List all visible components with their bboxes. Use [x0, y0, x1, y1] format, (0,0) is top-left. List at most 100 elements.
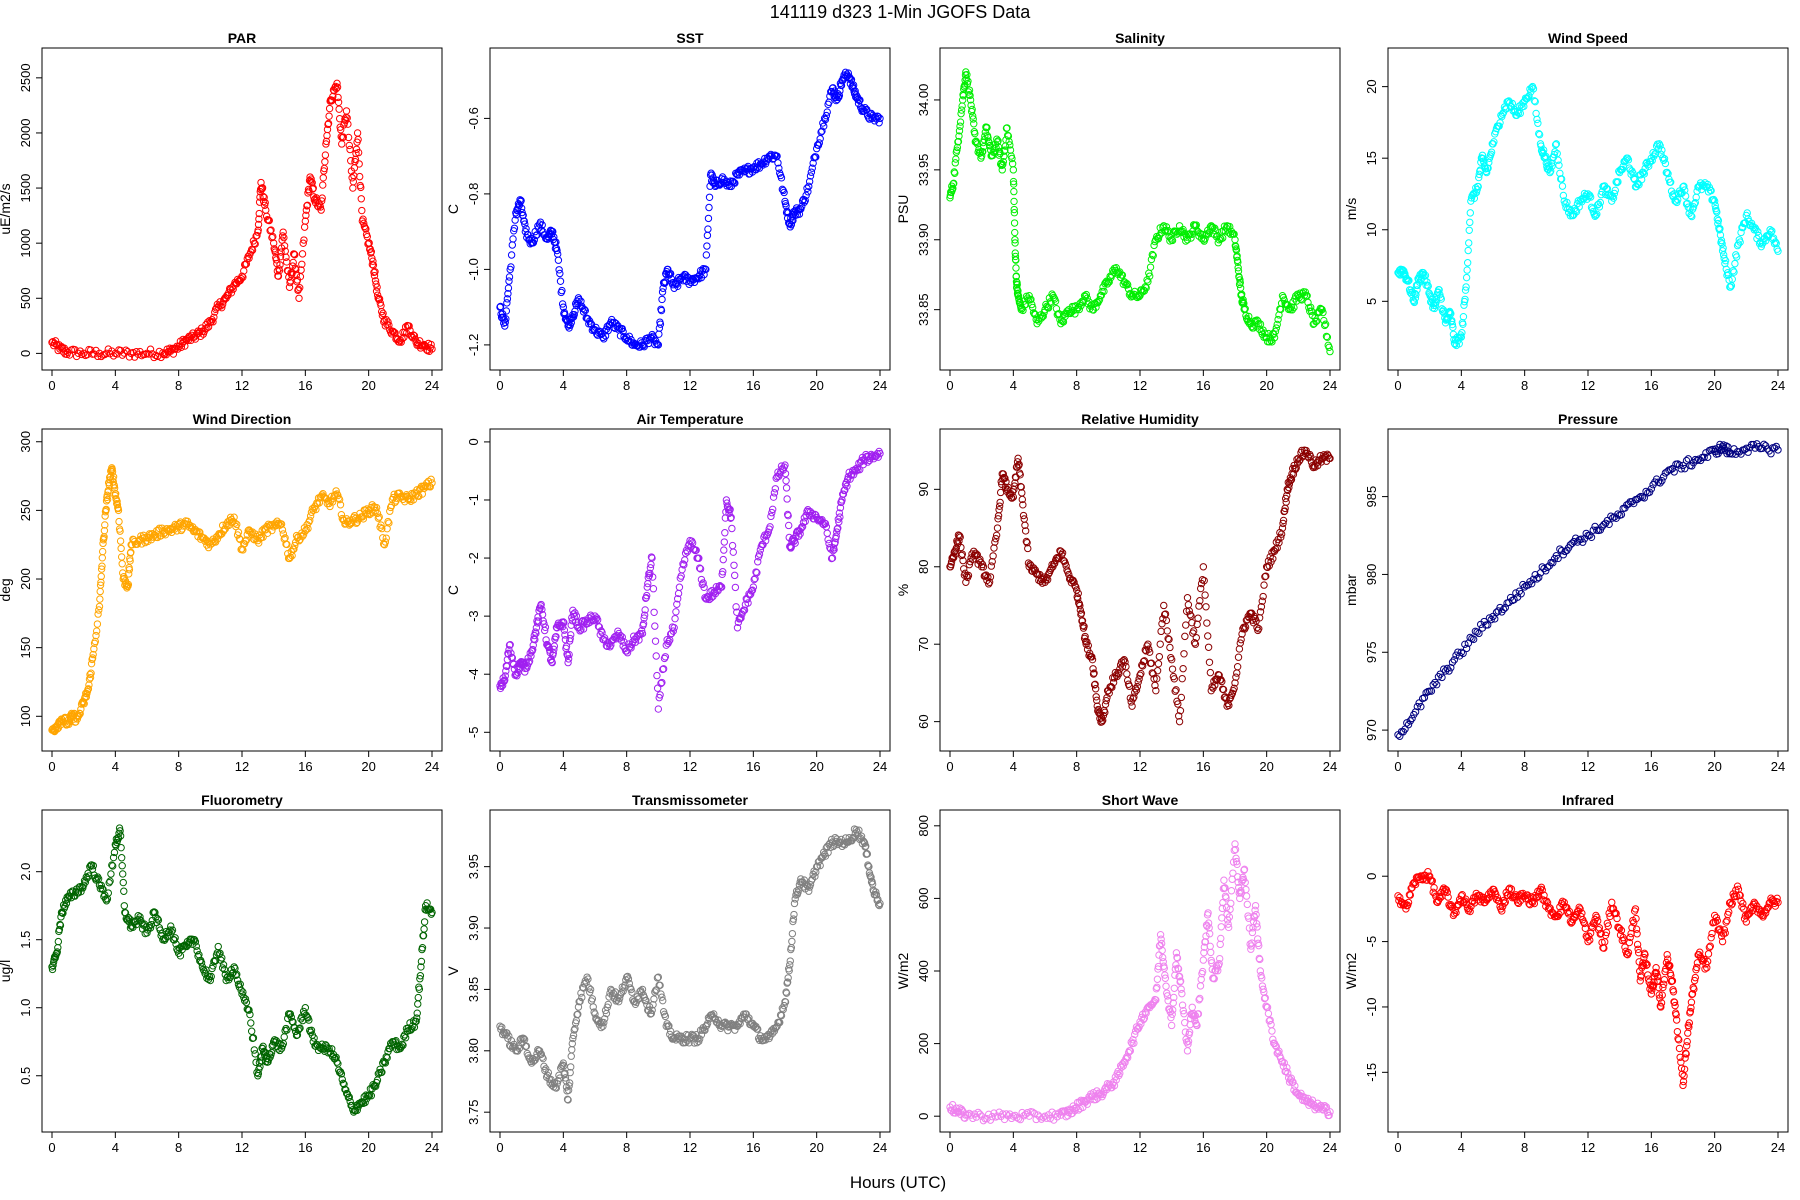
data-point — [1255, 625, 1263, 633]
data-point-interp — [1109, 678, 1118, 687]
x-tick-label: 12 — [1581, 378, 1595, 393]
data-point-interp — [572, 612, 581, 620]
data-point-interp — [1591, 212, 1599, 221]
data-point-interp — [561, 310, 569, 319]
data-point-interp — [1022, 537, 1031, 546]
data-point — [977, 152, 986, 160]
data-point — [1199, 563, 1208, 571]
data-point-interp — [949, 184, 957, 193]
data-point — [505, 273, 514, 281]
y-axis-label: deg — [0, 578, 13, 601]
data-point-interp — [118, 862, 126, 870]
data-point-interp — [233, 520, 241, 529]
data-point — [876, 114, 884, 123]
data-point-interp — [659, 665, 668, 673]
data-point-interp — [384, 517, 392, 526]
data-point-interp — [328, 96, 336, 105]
data-point-interp — [965, 91, 973, 99]
data-point-interp — [1579, 538, 1587, 546]
data-point-interp — [554, 256, 563, 264]
data-point-interp — [530, 631, 539, 640]
plot-frame — [41, 809, 443, 1133]
y-tick-label: 70 — [916, 637, 931, 651]
data-point-interp — [1050, 559, 1059, 568]
data-point-interp — [90, 645, 98, 653]
data-point-interp — [1551, 148, 1559, 156]
data-point-interp — [1256, 320, 1265, 328]
data-point-interp — [560, 626, 569, 634]
data-point-interp — [118, 351, 127, 359]
y-tick-label: 80 — [916, 560, 931, 574]
data-point-interp — [1151, 681, 1159, 690]
data-point-interp — [752, 568, 760, 576]
data-point-interp — [754, 558, 762, 566]
data-point-interp — [1001, 146, 1009, 154]
data-point-interp — [703, 231, 712, 240]
data-point-interp — [1039, 312, 1047, 321]
data-point-interp — [1614, 178, 1622, 186]
data-point-interp — [1114, 669, 1122, 677]
data-point-interp — [511, 216, 519, 224]
y-tick-label: -1.2 — [466, 334, 481, 356]
x-tick-label: 24 — [873, 378, 887, 393]
data-point — [1183, 594, 1192, 602]
data-point-interp — [1021, 527, 1030, 535]
data-point-interp — [856, 465, 864, 474]
data-point — [1278, 524, 1287, 532]
data-point-interp — [988, 557, 996, 566]
data-point-interp — [748, 586, 757, 594]
data-point-interp — [1517, 590, 1525, 598]
y-axis-label: PSU — [895, 195, 911, 224]
data-point-interp — [1162, 616, 1171, 625]
data-point-interp — [266, 227, 274, 235]
y-tick-label: -1.0 — [466, 258, 481, 280]
data-point-interp — [286, 553, 295, 561]
y-tick-label: -0.8 — [466, 183, 481, 205]
data-point-interp — [93, 620, 102, 628]
data-point — [1234, 264, 1242, 272]
data-point-interp — [1319, 308, 1327, 317]
data-point-interp — [1454, 648, 1462, 656]
data-point-interp — [1582, 529, 1590, 538]
data-point-interp — [695, 554, 703, 562]
x-tick-label: 4 — [560, 1140, 567, 1155]
data-point-interp — [409, 331, 418, 339]
x-tick-label: 4 — [112, 378, 119, 393]
data-point-interp — [1190, 639, 1199, 647]
data-point-interp — [1539, 146, 1548, 154]
data-point — [828, 554, 837, 562]
data-point-interp — [1166, 237, 1174, 245]
data-point-interp — [385, 519, 393, 527]
data-point-interp — [731, 583, 740, 592]
data-point-interp — [379, 540, 388, 548]
data-point-interp — [1265, 562, 1274, 570]
x-tick-label: 8 — [175, 759, 182, 774]
data-point-interp — [774, 159, 782, 167]
data-point-interp — [384, 318, 392, 326]
data-point-interp — [1192, 633, 1200, 642]
data-point-interp — [1091, 680, 1099, 689]
x-tick-label: 16 — [298, 378, 312, 393]
data-point-interp — [750, 575, 758, 584]
data-point-interp — [1115, 670, 1123, 678]
y-tick-label: 600 — [916, 888, 931, 910]
data-point-interp — [391, 498, 399, 507]
data-point-interp — [393, 334, 401, 342]
data-point-interp — [1533, 115, 1541, 124]
data-point-interp — [283, 540, 291, 549]
panel-title: Transmissometer — [632, 792, 748, 808]
data-point — [733, 624, 742, 632]
data-point — [342, 107, 351, 115]
data-point-interp — [1528, 579, 1536, 588]
data-point-interp — [1089, 665, 1097, 673]
data-point-interp — [294, 285, 303, 293]
y-tick-label: 0 — [18, 350, 33, 357]
x-tick-label: 12 — [683, 378, 697, 393]
data-point-interp — [126, 557, 134, 565]
data-point-interp — [119, 870, 127, 878]
data-point-interp — [818, 127, 826, 135]
data-point-interp — [1016, 471, 1024, 479]
data-point-interp — [1074, 595, 1082, 603]
data-point-interp — [1082, 290, 1091, 299]
data-point-interp — [1070, 578, 1078, 586]
